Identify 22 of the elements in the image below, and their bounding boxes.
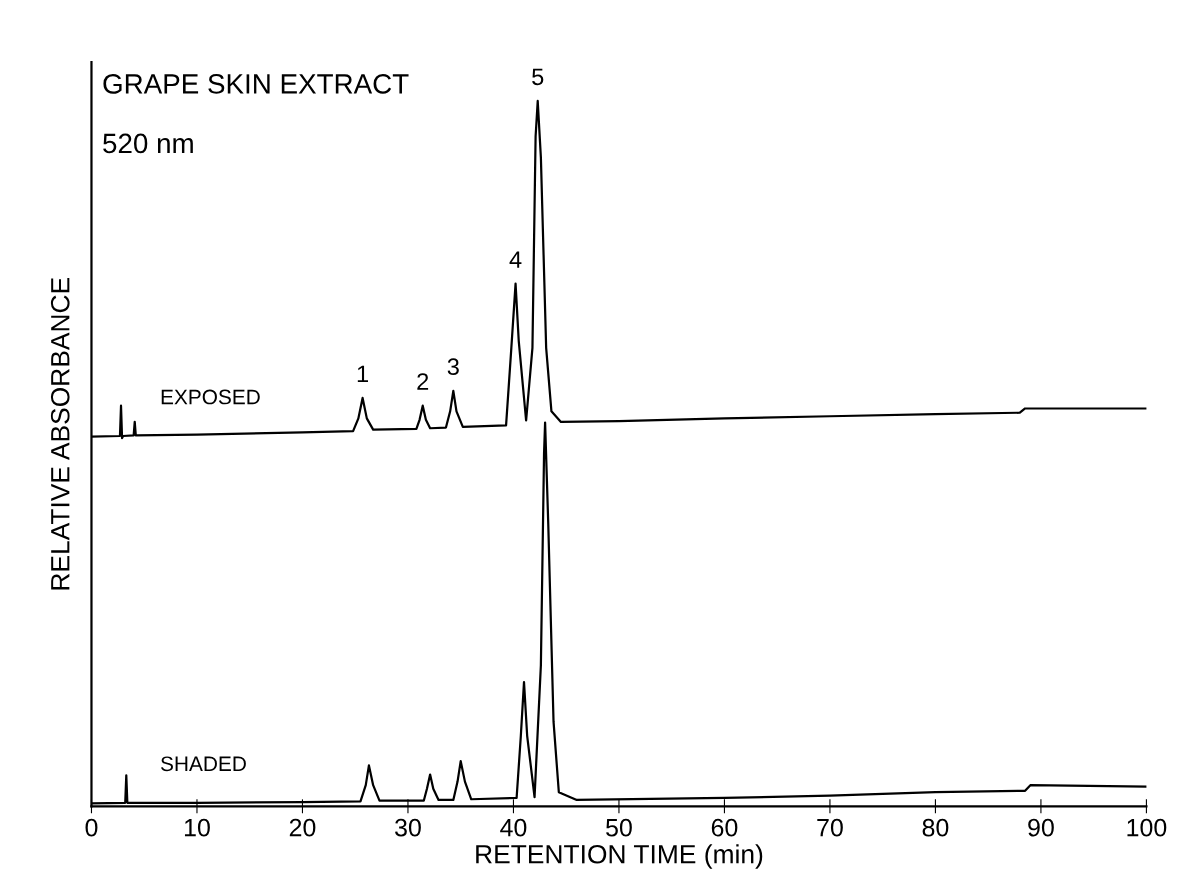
text: 520 nm: [103, 133, 193, 154]
annotation: 3: [447, 358, 459, 376]
annotation: 5: [532, 68, 544, 86]
x-tick-label: 0: [85, 818, 98, 837]
x-tick-label: 60: [711, 818, 738, 837]
x-tick-label: 40: [500, 818, 527, 837]
x-tick-label: 10: [184, 818, 210, 837]
x-tick-label: 80: [922, 818, 949, 837]
x-tick-label: 70: [817, 818, 843, 837]
x-tick-label: 30: [395, 818, 421, 837]
x-tick-label: 20: [289, 818, 316, 837]
x-tick-label: 50: [606, 818, 632, 837]
series-label: EXPOSED: [161, 389, 260, 405]
x-axis-title: RETENTION TIME (min): [476, 844, 763, 869]
series-label: SHADED: [160, 756, 246, 772]
annotation: 1: [357, 365, 369, 382]
x-tick-label: 100: [1127, 818, 1167, 837]
annotation: 2: [417, 373, 429, 390]
chart-title: GRAPE SKIN EXTRACT: [103, 74, 409, 94]
x-tick-label: 90: [1028, 818, 1054, 837]
y-axis-title: RELATIVE ABSORBANCE: [50, 277, 70, 590]
annotation: 4: [509, 251, 522, 268]
